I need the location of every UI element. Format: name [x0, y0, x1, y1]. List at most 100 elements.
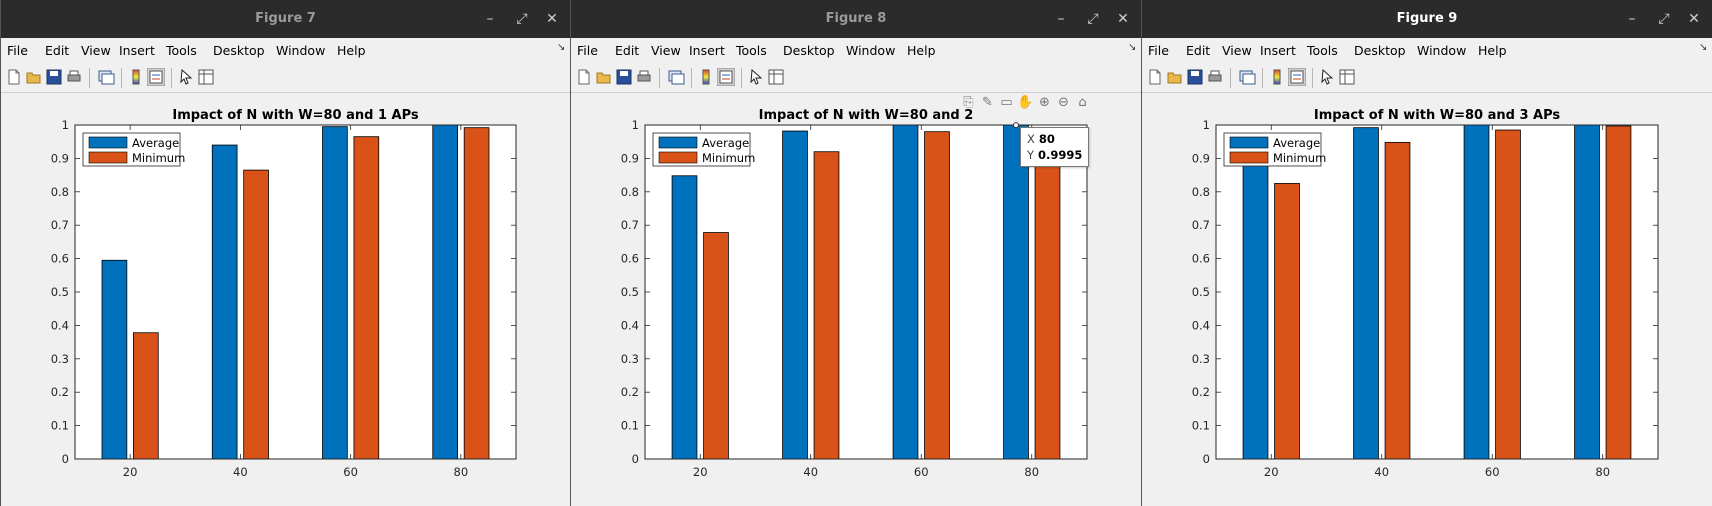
- bar-average-60[interactable]: [1463, 124, 1490, 460]
- menu-window[interactable]: Window: [1417, 43, 1467, 58]
- new-figure-icon[interactable]: [1146, 68, 1164, 86]
- menu-desktop[interactable]: Desktop: [213, 43, 265, 58]
- new-figure-icon[interactable]: [575, 68, 593, 86]
- save-icon[interactable]: [1186, 68, 1204, 86]
- pan-icon[interactable]: ✋: [1017, 95, 1034, 110]
- print-icon[interactable]: [1206, 68, 1224, 86]
- menu-edit[interactable]: Edit: [45, 43, 70, 58]
- legend-toggle-icon[interactable]: [146, 67, 166, 87]
- bar-minimum-40[interactable]: [243, 169, 269, 460]
- legend-toggle-icon[interactable]: [1287, 67, 1307, 87]
- edit-plot-icon[interactable]: [747, 68, 765, 86]
- open-file-icon[interactable]: [25, 68, 43, 86]
- bar-minimum-80[interactable]: [463, 127, 490, 460]
- bar-minimum-20[interactable]: [1274, 183, 1300, 460]
- bar-minimum-40[interactable]: [813, 151, 840, 460]
- menu-view[interactable]: View: [81, 43, 111, 58]
- new-figure-icon[interactable]: [5, 68, 23, 86]
- close-window-icon[interactable]: ✕: [1688, 11, 1700, 27]
- title-bar[interactable]: Figure 9 – ⤢ ✕: [1142, 0, 1712, 38]
- bar-average-40[interactable]: [782, 130, 808, 460]
- dock-figure-icon[interactable]: ↘: [1128, 42, 1137, 53]
- property-inspector-icon[interactable]: [767, 68, 785, 86]
- print-icon[interactable]: [635, 68, 653, 86]
- link-plot-icon[interactable]: [1238, 68, 1256, 86]
- zoom-out-icon[interactable]: ⊖: [1058, 95, 1069, 110]
- menu-view[interactable]: View: [651, 43, 681, 58]
- menu-desktop[interactable]: Desktop: [783, 43, 835, 58]
- bar-minimum-60[interactable]: [924, 131, 950, 460]
- colorbar-icon[interactable]: [127, 68, 145, 86]
- open-file-icon[interactable]: [1166, 68, 1184, 86]
- title-bar[interactable]: Figure 8 – ⤢ ✕: [571, 0, 1141, 38]
- property-inspector-icon[interactable]: [197, 68, 215, 86]
- zoom-in-icon[interactable]: ⊕: [1039, 95, 1050, 110]
- menu-view[interactable]: View: [1222, 43, 1252, 58]
- edit-plot-icon[interactable]: [177, 68, 195, 86]
- bar-average-40[interactable]: [211, 144, 238, 460]
- bar-minimum-60[interactable]: [353, 136, 380, 460]
- dock-figure-icon[interactable]: ↘: [1699, 42, 1708, 53]
- menu-window[interactable]: Window: [846, 43, 896, 58]
- colorbar-icon[interactable]: [1268, 68, 1286, 86]
- save-icon[interactable]: [615, 68, 633, 86]
- datatip[interactable]: X 80 Y 0.9995: [1020, 127, 1090, 168]
- export-axes-icon[interactable]: ⎘: [963, 95, 974, 110]
- minimize-window-icon[interactable]: –: [1628, 11, 1636, 27]
- bar-minimum-20[interactable]: [703, 232, 729, 460]
- edit-plot-icon[interactable]: [1318, 68, 1336, 86]
- minimize-window-icon[interactable]: –: [486, 11, 494, 27]
- property-inspector-icon[interactable]: [1338, 68, 1356, 86]
- menu-insert[interactable]: Insert: [119, 43, 155, 58]
- maximize-window-icon[interactable]: ⤢: [1658, 11, 1670, 27]
- menu-help[interactable]: Help: [337, 43, 366, 58]
- datatip-marker[interactable]: [1013, 122, 1020, 129]
- bar-average-80[interactable]: [432, 124, 458, 460]
- menu-file[interactable]: File: [1148, 43, 1169, 58]
- menu-help[interactable]: Help: [907, 43, 936, 58]
- close-window-icon[interactable]: ✕: [1117, 11, 1129, 27]
- menu-file[interactable]: File: [7, 43, 28, 58]
- menu-edit[interactable]: Edit: [1186, 43, 1211, 58]
- dock-figure-icon[interactable]: ↘: [557, 42, 566, 53]
- brush-icon[interactable]: ✎: [982, 95, 993, 110]
- home-icon[interactable]: ⌂: [1078, 95, 1087, 110]
- bar-average-40[interactable]: [1353, 127, 1379, 460]
- bar-average-80[interactable]: [1003, 124, 1029, 460]
- bar-average-60[interactable]: [892, 124, 919, 460]
- save-icon[interactable]: [45, 68, 63, 86]
- bar-minimum-80[interactable]: [1034, 131, 1061, 460]
- maximize-window-icon[interactable]: ⤢: [1087, 11, 1099, 27]
- menu-tools[interactable]: Tools: [166, 43, 197, 58]
- bar-minimum-20[interactable]: [133, 332, 159, 460]
- bar-minimum-80[interactable]: [1605, 125, 1632, 460]
- bar-average-60[interactable]: [322, 126, 348, 460]
- open-file-icon[interactable]: [595, 68, 613, 86]
- bar-minimum-60[interactable]: [1495, 129, 1521, 460]
- bar-average-20[interactable]: [671, 175, 698, 460]
- print-icon[interactable]: [65, 68, 83, 86]
- menu-tools[interactable]: Tools: [1307, 43, 1338, 58]
- bar-average-80[interactable]: [1574, 124, 1600, 460]
- menu-insert[interactable]: Insert: [1260, 43, 1296, 58]
- legend-toggle-icon[interactable]: [716, 67, 736, 87]
- menu-insert[interactable]: Insert: [689, 43, 725, 58]
- maximize-window-icon[interactable]: ⤢: [516, 11, 528, 27]
- bar-average-20[interactable]: [101, 259, 128, 460]
- menu-help[interactable]: Help: [1478, 43, 1507, 58]
- menu-desktop[interactable]: Desktop: [1354, 43, 1406, 58]
- bar-average-20[interactable]: [1242, 158, 1269, 460]
- data-tip-icon[interactable]: ▭: [1000, 95, 1013, 110]
- menu-edit[interactable]: Edit: [615, 43, 640, 58]
- title-bar[interactable]: Figure 7 – ⤢ ✕: [1, 0, 570, 38]
- menu-file[interactable]: File: [577, 43, 598, 58]
- menu-window[interactable]: Window: [276, 43, 326, 58]
- minimize-window-icon[interactable]: –: [1057, 11, 1065, 27]
- colorbar-icon[interactable]: [697, 68, 715, 86]
- link-plot-icon[interactable]: [667, 68, 685, 86]
- close-window-icon[interactable]: ✕: [546, 11, 558, 27]
- bar-minimum-40[interactable]: [1384, 141, 1411, 460]
